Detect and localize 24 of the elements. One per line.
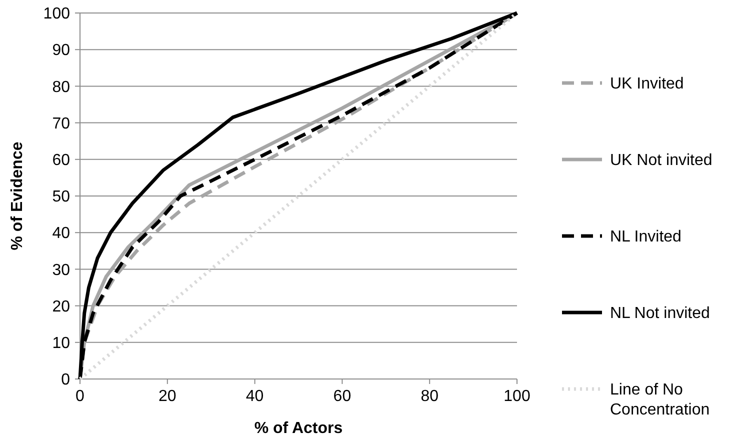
y-tick-label: 90 bbox=[52, 42, 70, 60]
x-axis-title: % of Actors bbox=[254, 420, 343, 437]
y-tick-label: 50 bbox=[52, 188, 70, 206]
legend-label: UK Invited bbox=[610, 76, 684, 93]
y-tick-label: 80 bbox=[52, 78, 70, 96]
y-axis-title: % of Evidence bbox=[9, 142, 26, 250]
y-tick-label: 20 bbox=[52, 298, 70, 316]
y-tick-label: 30 bbox=[52, 262, 70, 279]
y-tick-label: 0 bbox=[61, 372, 70, 389]
legend-label: NL Not invited bbox=[610, 305, 710, 322]
legend-label: NL Invited bbox=[610, 228, 682, 246]
x-tick-label: 0 bbox=[76, 388, 85, 405]
y-tick-label: 40 bbox=[52, 225, 70, 242]
y-tick-label: 100 bbox=[43, 6, 70, 23]
y-tick-label: 10 bbox=[52, 335, 70, 352]
legend-label: UK Not invited bbox=[610, 152, 712, 170]
x-tick-label: 20 bbox=[158, 388, 176, 405]
x-tick-label: 60 bbox=[333, 388, 352, 405]
x-tick-label: 100 bbox=[504, 388, 530, 405]
y-tick-label: 60 bbox=[52, 152, 70, 169]
y-tick-label: 70 bbox=[52, 115, 70, 132]
legend-label: Line of No Concentration bbox=[610, 382, 710, 419]
x-tick-label: 80 bbox=[420, 388, 439, 405]
x-tick-label: 40 bbox=[246, 388, 264, 405]
